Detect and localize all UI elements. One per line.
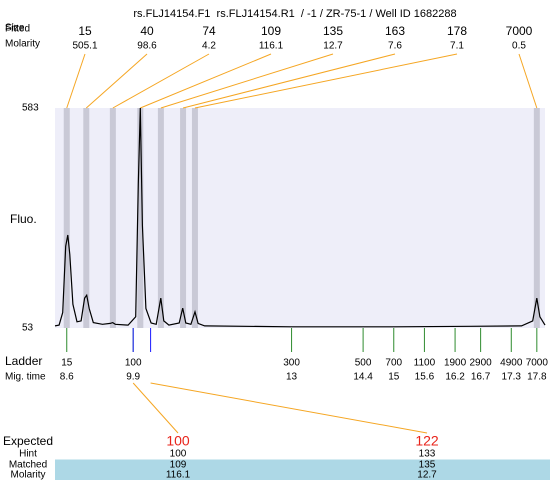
- ladder-size: 1900: [444, 358, 467, 369]
- cell: 109: [170, 460, 187, 471]
- peak-connector: [66, 53, 86, 109]
- peak-size: 74: [202, 24, 216, 38]
- peak-connector: [140, 53, 272, 109]
- ladder-size: 1100: [414, 358, 436, 369]
- peak-band: [191, 108, 198, 328]
- row-label: Hint: [19, 449, 37, 460]
- mig-time: 17.8: [527, 372, 547, 383]
- ladder-size: 100: [125, 358, 142, 369]
- peak-molarity: 4.2: [202, 41, 216, 52]
- peak-band: [109, 108, 116, 328]
- mig-time: 15.6: [415, 372, 435, 383]
- peak-molarity: 116.1: [259, 41, 284, 52]
- ladder-size: 500: [355, 358, 372, 369]
- ladder-size: 300: [283, 358, 300, 369]
- cell: 12.7: [417, 470, 437, 480]
- peak-connector: [182, 53, 396, 109]
- row-label: Molarity: [10, 470, 45, 480]
- mig-time: 13: [286, 372, 298, 383]
- trace: [54, 107, 546, 328]
- cell: 122: [415, 433, 439, 449]
- cell: 133: [419, 449, 436, 460]
- plot-area: [55, 108, 545, 328]
- ladder-size: 7000: [526, 358, 549, 369]
- mig-time: 9.9: [126, 372, 140, 383]
- y-tick-label: 53: [22, 323, 34, 334]
- peak-size: 135: [323, 24, 343, 38]
- row-label: Molarity: [5, 39, 40, 50]
- peak-molarity: 7.1: [450, 41, 464, 52]
- peak-molarity: 0.5: [512, 41, 526, 52]
- cell: 116.1: [166, 470, 191, 480]
- cell: 135: [419, 460, 436, 471]
- peak-molarity: 505.1: [72, 41, 97, 52]
- peak-size: 40: [140, 24, 154, 38]
- peak-size: 178: [447, 24, 467, 38]
- mig-time: 17.3: [502, 372, 522, 383]
- y-axis-label: Fluo.: [10, 212, 37, 226]
- peak-size: 163: [385, 24, 405, 38]
- ladder-size: 4900: [500, 358, 523, 369]
- peak-band: [83, 108, 90, 328]
- mig-time: 8.6: [60, 372, 74, 383]
- row-label: Size: [5, 23, 25, 34]
- peak-band: [157, 108, 164, 328]
- peak-size: 7000: [506, 24, 533, 38]
- ladder-size: 700: [385, 358, 402, 369]
- peak-band: [533, 108, 540, 328]
- row-highlight: [55, 459, 550, 480]
- row-label: Matched: [9, 460, 47, 471]
- mig-time: 15: [388, 372, 400, 383]
- peak-molarity: 98.6: [137, 41, 157, 52]
- y-tick-label: 583: [22, 103, 39, 114]
- row-label: Ladder: [5, 354, 42, 368]
- peak-molarity: 7.6: [388, 41, 402, 52]
- mig-time: 16.7: [471, 372, 491, 383]
- peak-connector: [160, 53, 334, 109]
- row-label: Expected: [3, 434, 53, 448]
- peak-molarity: 12.7: [323, 41, 343, 52]
- ladder-size: 15: [61, 358, 73, 369]
- peak-size: 15: [78, 24, 92, 38]
- peak-connector: [518, 53, 538, 109]
- expected-connector: [132, 382, 179, 434]
- mig-time: 16.2: [445, 372, 465, 383]
- peak-band: [180, 108, 187, 328]
- peak-connector: [194, 53, 458, 109]
- ladder-size: 2900: [469, 358, 492, 369]
- title: rs.FLJ14154.F1 rs.FLJ14154.R1 / -1 / ZR-…: [133, 8, 456, 20]
- row-label: Fitted: [5, 24, 30, 35]
- row-label: Mig. time: [5, 372, 46, 383]
- mig-time: 14.4: [353, 372, 373, 383]
- peak-band: [63, 108, 70, 328]
- cell: 100: [166, 433, 190, 449]
- peak-connector: [112, 53, 210, 109]
- peak-connector: [85, 53, 148, 109]
- cell: 100: [170, 449, 187, 460]
- peak-band: [137, 108, 144, 328]
- peak-size: 109: [261, 24, 281, 38]
- expected-connector: [150, 382, 428, 434]
